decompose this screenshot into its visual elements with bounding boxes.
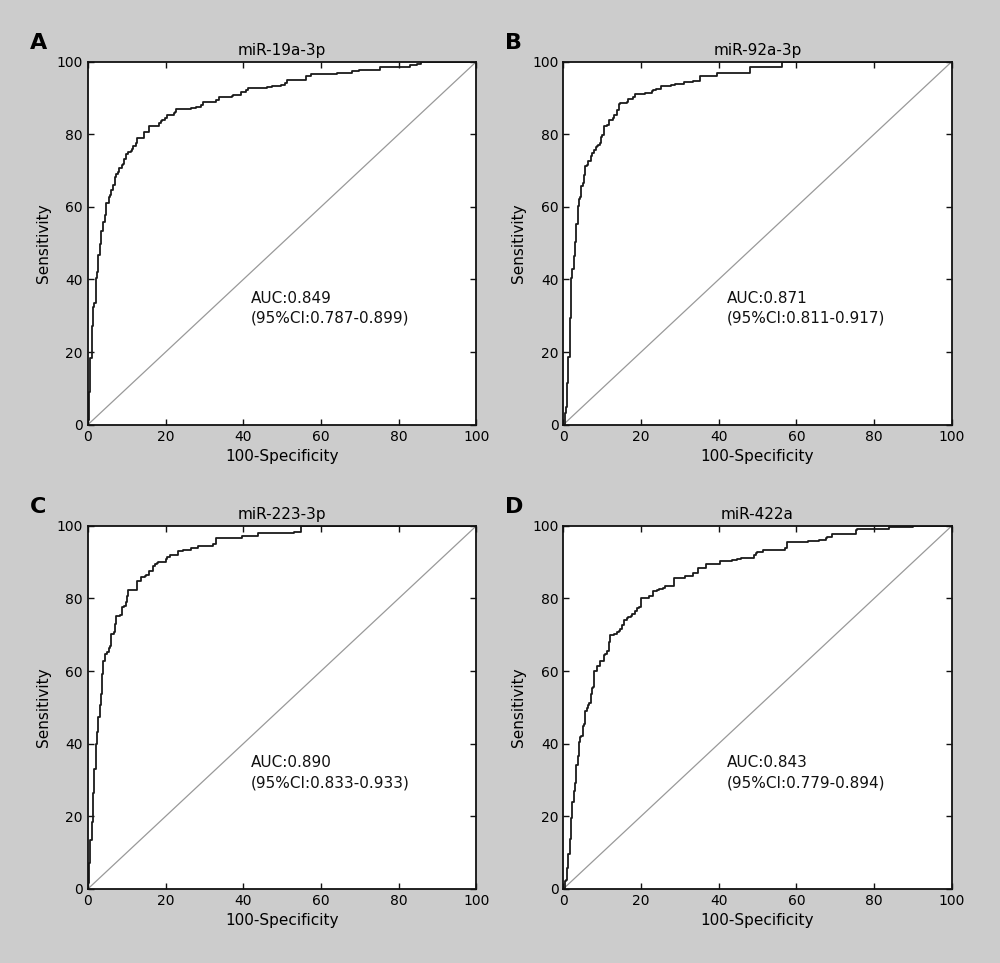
- Y-axis label: Sensitivity: Sensitivity: [511, 203, 526, 283]
- X-axis label: 100-Specificity: 100-Specificity: [225, 449, 339, 464]
- Text: AUC:0.849
(95%CI:0.787-0.899): AUC:0.849 (95%CI:0.787-0.899): [251, 291, 410, 325]
- Text: C: C: [30, 497, 46, 517]
- Text: AUC:0.843
(95%CI:0.779-0.894): AUC:0.843 (95%CI:0.779-0.894): [726, 755, 885, 791]
- Title: miR-92a-3p: miR-92a-3p: [713, 42, 802, 58]
- Title: miR-422a: miR-422a: [721, 507, 794, 522]
- Y-axis label: Sensitivity: Sensitivity: [36, 203, 51, 283]
- X-axis label: 100-Specificity: 100-Specificity: [701, 913, 814, 928]
- Title: miR-223-3p: miR-223-3p: [238, 507, 326, 522]
- Text: D: D: [505, 497, 523, 517]
- Y-axis label: Sensitivity: Sensitivity: [511, 667, 526, 747]
- Text: AUC:0.871
(95%CI:0.811-0.917): AUC:0.871 (95%CI:0.811-0.917): [726, 291, 885, 325]
- Text: A: A: [30, 33, 47, 53]
- Text: AUC:0.890
(95%CI:0.833-0.933): AUC:0.890 (95%CI:0.833-0.933): [251, 755, 410, 791]
- X-axis label: 100-Specificity: 100-Specificity: [701, 449, 814, 464]
- X-axis label: 100-Specificity: 100-Specificity: [225, 913, 339, 928]
- Title: miR-19a-3p: miR-19a-3p: [238, 42, 326, 58]
- Y-axis label: Sensitivity: Sensitivity: [36, 667, 51, 747]
- Text: B: B: [505, 33, 522, 53]
